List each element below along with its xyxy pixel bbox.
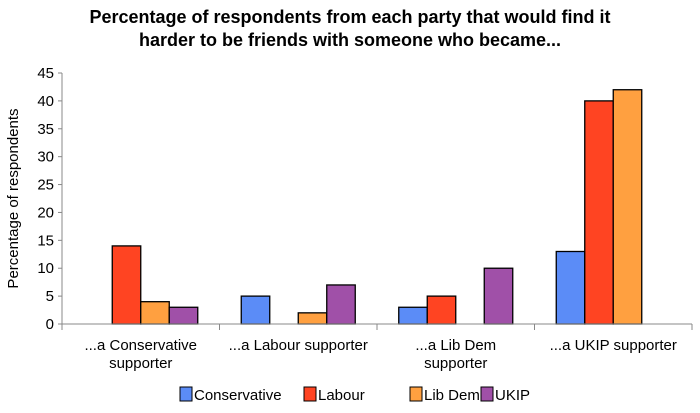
chart-title-line-1: Percentage of respondents from each part… [89, 7, 611, 27]
legend-swatch-ukip [480, 386, 494, 402]
bar-ukip [483, 267, 514, 325]
y-axis-title: Percentage of respondents [5, 108, 22, 288]
legend-label-ukip: UKIP [495, 387, 530, 404]
x-category-label: ...a UKIP supporter [550, 337, 677, 354]
y-tick-label: 35 [37, 121, 54, 138]
x-category-label: supporter [424, 355, 487, 372]
legend-swatch-conservative [179, 386, 193, 402]
legend-label-lib-dem: Lib Dem [424, 387, 480, 404]
y-tick-label: 5 [46, 288, 54, 305]
legend-label-labour: Labour [318, 387, 365, 404]
bar-conservative [555, 250, 586, 325]
x-category-label: ...a Lib Dem [415, 337, 496, 354]
bar-labour [111, 245, 142, 325]
bar-conservative [398, 306, 428, 325]
bar-lib-dem [140, 301, 170, 325]
x-category-label: ...a Conservative [84, 337, 197, 354]
bar-labour [584, 100, 614, 325]
chart-title-line-2: harder to be friends with someone who be… [138, 30, 562, 50]
x-category-label: supporter [109, 355, 172, 372]
y-tick-label: 45 [37, 65, 54, 82]
legend-label-conservative: Conservative [194, 387, 282, 404]
chart-title: Percentage of respondents from each part… [0, 6, 700, 52]
bar-labour [426, 295, 457, 325]
y-tick-label: 20 [37, 204, 54, 221]
y-tick-label: 40 [37, 93, 54, 110]
x-category-label: ...a Labour supporter [229, 337, 368, 354]
y-tick-label: 30 [37, 149, 54, 166]
y-tick-label: 10 [37, 260, 54, 277]
bar-lib-dem [612, 89, 643, 325]
legend-swatch-labour [303, 386, 317, 402]
y-tick-label: 0 [46, 316, 54, 333]
bar-lib-dem [297, 312, 328, 325]
bar-conservative [240, 295, 271, 325]
y-tick-label: 15 [37, 232, 54, 249]
y-tick-label: 25 [37, 177, 54, 194]
bar-ukip [168, 306, 199, 325]
legend-swatch-lib-dem [409, 386, 423, 402]
bar-ukip [326, 284, 356, 325]
